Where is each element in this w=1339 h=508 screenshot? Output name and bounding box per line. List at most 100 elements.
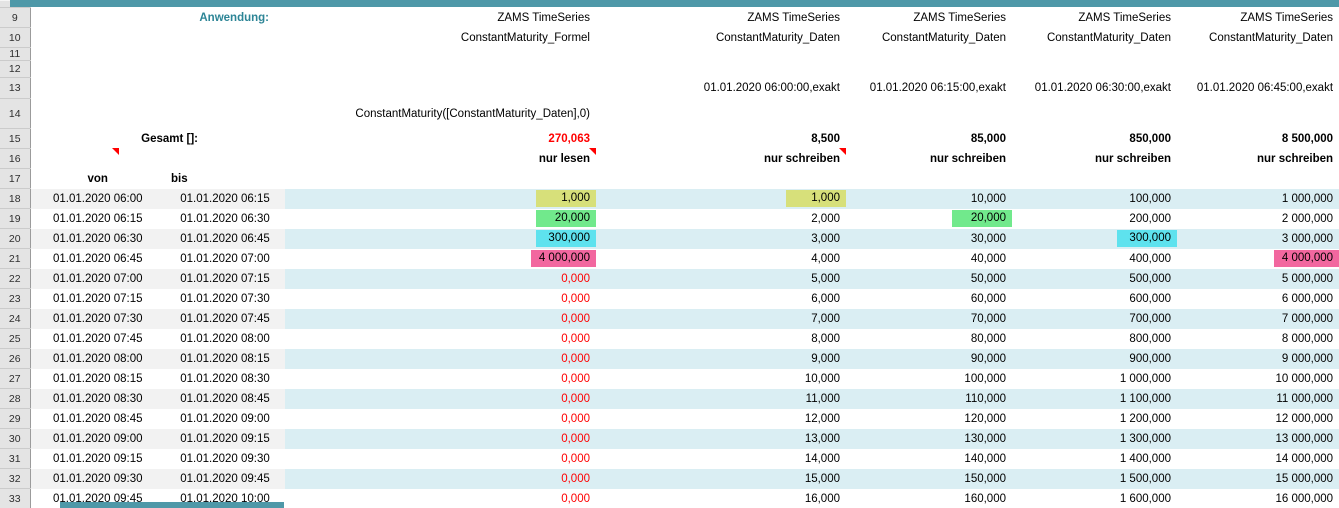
access-mode-daten2-cell[interactable]: nur schreiben	[929, 152, 1006, 165]
timestamp-daten4-cell[interactable]: 01.01.2020 06:45:00,exakt	[1196, 82, 1334, 94]
empty-cell[interactable]	[596, 99, 1339, 129]
cell-daten4-value[interactable]: 3 000,000	[1177, 228, 1339, 249]
cell-von-date[interactable]: 01.01.2020 08:00	[30, 348, 165, 369]
gesamt-daten1-cell[interactable]: 8,500	[811, 132, 840, 145]
cell-daten2-value[interactable]: 130,000	[846, 428, 1012, 449]
cell-von-date[interactable]: 01.01.2020 09:30	[30, 468, 165, 489]
cell-daten4-value[interactable]: 5 000,000	[1177, 268, 1339, 289]
cell-daten3-value[interactable]: 1 000,000	[1119, 372, 1171, 385]
app-title-daten2-cell[interactable]: ZAMS TimeSeries	[913, 11, 1006, 24]
cell-daten3-value[interactable]: 1 600,000	[1119, 492, 1171, 505]
cell-daten4-value[interactable]: 8 000,000	[1281, 332, 1334, 345]
cell-bis-date[interactable]: 01.01.2020 08:00	[180, 332, 270, 345]
cell-daten1-value[interactable]: 3,000	[596, 228, 846, 249]
row-header-11[interactable]: 11	[0, 47, 31, 61]
bis-column-header[interactable]: bis	[171, 172, 188, 185]
cell-bis-date[interactable]: 01.01.2020 08:15	[165, 348, 285, 369]
cell-daten4-value[interactable]: 6 000,000	[1281, 292, 1334, 305]
cell-formel-value[interactable]: 0,000	[285, 388, 596, 409]
timestamp-daten3-cell[interactable]: 01.01.2020 06:30:00,exakt	[1034, 82, 1171, 94]
cell-von-date[interactable]: 01.01.2020 07:30	[30, 308, 165, 329]
empty-cell[interactable]	[285, 169, 1339, 189]
empty-cell[interactable]	[30, 8, 165, 28]
empty-cell[interactable]	[30, 99, 285, 129]
cell-daten2-value[interactable]: 10,000	[846, 188, 1012, 209]
timestamp-daten2-cell[interactable]: 01.01.2020 06:15:00,exakt	[869, 82, 1006, 94]
cell-daten4-value[interactable]: 7 000,000	[1177, 308, 1339, 329]
app-title-daten1-cell[interactable]: ZAMS TimeSeries	[747, 11, 840, 24]
cell-daten1-value[interactable]: 13,000	[596, 428, 846, 449]
cell-daten3-value[interactable]: 700,000	[1012, 308, 1177, 329]
cell-formel-value[interactable]: 1,000	[285, 188, 596, 209]
cell-formel-value[interactable]: 4 000,000	[285, 249, 596, 269]
cell-daten4-value[interactable]: 14 000,000	[1275, 452, 1334, 465]
cell-bis-date[interactable]: 01.01.2020 09:30	[180, 452, 270, 465]
series-name-daten1-cell[interactable]: ConstantMaturity_Daten	[715, 31, 840, 44]
gesamt-daten3-cell[interactable]: 850,000	[1129, 132, 1171, 145]
cell-daten2-value[interactable]: 120,000	[964, 412, 1006, 425]
access-mode-daten3-cell[interactable]: nur schreiben	[1094, 152, 1171, 165]
cell-daten2-value[interactable]: 140,000	[964, 452, 1006, 465]
empty-cell[interactable]	[30, 78, 596, 99]
row-header-21[interactable]: 21	[0, 248, 31, 269]
cell-formel-value[interactable]: 0,000	[561, 372, 590, 385]
cell-daten4-value[interactable]: 10 000,000	[1275, 372, 1334, 385]
series-name-daten2-cell[interactable]: ConstantMaturity_Daten	[881, 31, 1006, 44]
cell-bis-date[interactable]: 01.01.2020 08:45	[165, 388, 285, 409]
cell-daten3-value[interactable]: 1 100,000	[1012, 388, 1177, 409]
access-mode-daten4-cell[interactable]: nur schreiben	[1256, 152, 1334, 165]
cell-daten4-value[interactable]: 4 000,000	[1177, 249, 1339, 269]
cell-von-date[interactable]: 01.01.2020 08:15	[52, 372, 143, 385]
cell-daten1-value[interactable]: 6,000	[811, 292, 840, 305]
cell-daten2-value[interactable]: 80,000	[970, 332, 1006, 345]
cell-daten3-value[interactable]: 1 300,000	[1012, 428, 1177, 449]
cell-daten3-value[interactable]: 500,000	[1012, 268, 1177, 289]
cell-daten2-value[interactable]: 90,000	[846, 348, 1012, 369]
cell-bis-date[interactable]: 01.01.2020 06:30	[180, 212, 270, 225]
row-header-20[interactable]: 20	[0, 228, 31, 249]
cell-von-date[interactable]: 01.01.2020 06:30	[30, 228, 165, 249]
cell-daten4-value[interactable]: 16 000,000	[1275, 492, 1334, 505]
cell-daten1-value[interactable]: 4,000	[811, 252, 840, 265]
cell-daten1-value[interactable]: 5,000	[596, 268, 846, 289]
cell-formel-value[interactable]: 0,000	[285, 308, 596, 329]
app-title-formel-cell[interactable]: ZAMS TimeSeries	[497, 11, 590, 24]
row-header-31[interactable]: 31	[0, 448, 31, 469]
row-header-12[interactable]: 12	[0, 60, 31, 78]
row-header-33[interactable]: 33	[0, 488, 31, 508]
gesamt-label-cell[interactable]: Gesamt []:	[141, 132, 198, 145]
row-header-17[interactable]: 17	[0, 168, 31, 189]
cell-daten2-value[interactable]: 160,000	[964, 492, 1006, 505]
cell-daten1-value[interactable]: 10,000	[804, 372, 840, 385]
cell-daten1-value[interactable]: 8,000	[811, 332, 840, 345]
cell-von-date[interactable]: 01.01.2020 09:00	[30, 428, 165, 449]
row-header-29[interactable]: 29	[0, 408, 31, 429]
row-header-23[interactable]: 23	[0, 288, 31, 309]
cell-formel-value[interactable]: 0,000	[285, 428, 596, 449]
row-header-10[interactable]: 10	[0, 27, 31, 48]
cell-daten1-value[interactable]: 1,000	[596, 188, 846, 209]
row-header-18[interactable]: 18	[0, 188, 31, 209]
row-header-9[interactable]: 9	[0, 7, 31, 28]
cell-daten2-value[interactable]: 20,000	[846, 209, 1012, 229]
cell-daten2-value[interactable]: 150,000	[846, 468, 1012, 489]
cell-bis-date[interactable]: 01.01.2020 09:00	[180, 412, 270, 425]
cell-daten2-value[interactable]: 100,000	[964, 372, 1006, 385]
empty-cell[interactable]	[30, 61, 1339, 78]
cell-bis-date[interactable]: 01.01.2020 09:45	[165, 468, 285, 489]
cell-formel-value[interactable]: 300,000	[285, 228, 596, 249]
row-header-25[interactable]: 25	[0, 328, 31, 349]
cell-bis-date[interactable]: 01.01.2020 06:15	[165, 188, 285, 209]
cell-formel-value[interactable]: 0,000	[561, 412, 590, 425]
cell-formel-value[interactable]: 0,000	[285, 468, 596, 489]
cell-von-date[interactable]: 01.01.2020 08:45	[52, 412, 143, 425]
cell-daten4-value[interactable]: 12 000,000	[1275, 412, 1334, 425]
cell-daten1-value[interactable]: 11,000	[596, 388, 846, 409]
cell-von-date[interactable]: 01.01.2020 07:00	[30, 268, 165, 289]
cell-bis-date[interactable]: 01.01.2020 10:00	[180, 492, 270, 505]
cell-daten1-value[interactable]: 12,000	[804, 412, 840, 425]
row-header-28[interactable]: 28	[0, 388, 31, 409]
access-mode-formel-cell[interactable]: nur lesen	[538, 152, 590, 165]
cell-formel-value[interactable]: 0,000	[285, 268, 596, 289]
empty-cell[interactable]	[30, 28, 285, 48]
